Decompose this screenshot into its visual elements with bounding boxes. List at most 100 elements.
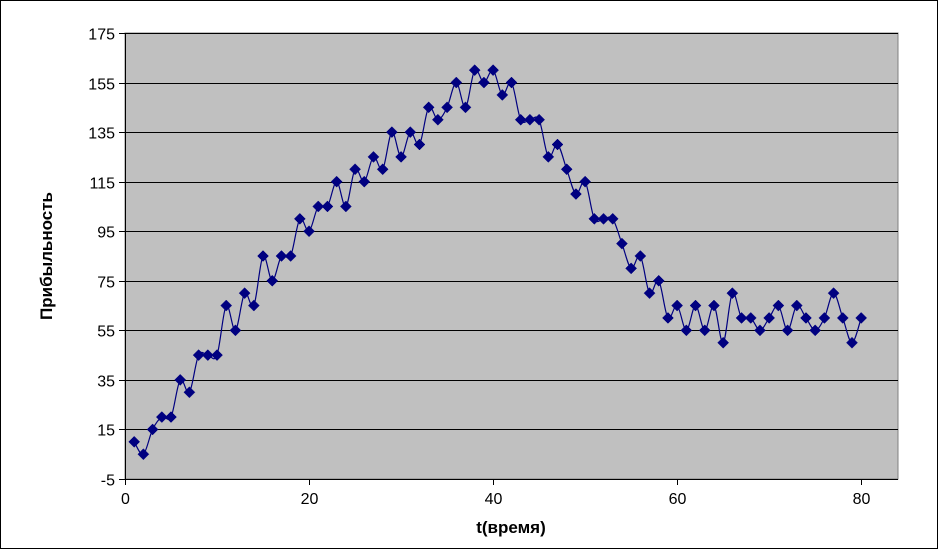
data-point-16	[266, 274, 279, 287]
data-point-68	[744, 312, 757, 324]
x-axis-title: t(время)	[476, 518, 546, 537]
data-point-51	[588, 212, 601, 225]
series-layer	[128, 64, 868, 461]
data-point-60	[671, 299, 683, 312]
data-point-30	[395, 151, 407, 163]
data-point-26	[358, 175, 371, 188]
data-point-12	[229, 324, 242, 337]
data-point-70	[763, 312, 776, 324]
data-point-22	[321, 200, 334, 213]
data-point-32	[413, 138, 426, 151]
data-point-69	[754, 324, 766, 337]
data-point-28	[376, 163, 389, 176]
data-point-11	[220, 299, 233, 312]
data-point-49	[570, 188, 582, 200]
data-point-25	[349, 163, 361, 176]
data-point-71	[772, 299, 785, 312]
data-point-80	[855, 312, 868, 324]
data-point-6	[174, 374, 187, 386]
data-point-29	[386, 126, 398, 138]
y-tick-label-4: 75	[97, 275, 115, 292]
data-point-73	[790, 299, 803, 312]
data-point-36	[450, 76, 463, 89]
data-point-1	[128, 435, 141, 448]
data-point-39	[478, 76, 490, 89]
data-point-53	[606, 212, 619, 225]
x-tick-label-4: 80	[853, 491, 871, 508]
plot-area	[124, 32, 899, 480]
data-point-44	[524, 113, 536, 126]
data-point-65	[717, 336, 730, 349]
data-point-78	[836, 312, 849, 324]
data-point-15	[257, 250, 269, 262]
data-point-35	[441, 101, 453, 114]
data-point-24	[340, 200, 352, 213]
y-tick-label-7: 135	[88, 126, 115, 143]
y-tick-label-0: -5	[101, 473, 115, 490]
y-tick-label-3: 55	[97, 324, 115, 341]
data-point-19	[293, 212, 306, 225]
data-point-52	[597, 212, 610, 225]
data-point-56	[634, 250, 647, 262]
data-point-14	[247, 299, 260, 312]
data-point-8	[192, 349, 205, 361]
data-point-13	[238, 287, 251, 300]
data-point-2	[137, 448, 150, 461]
data-point-61	[680, 324, 693, 337]
data-point-42	[505, 76, 518, 89]
data-point-3	[146, 423, 159, 436]
data-point-7	[183, 386, 196, 399]
data-point-34	[432, 113, 444, 126]
data-point-17	[275, 250, 288, 262]
data-point-48	[560, 163, 573, 176]
data-point-75	[809, 324, 822, 337]
y-tick-label-6: 115	[89, 176, 115, 193]
data-point-31	[404, 126, 417, 138]
data-point-47	[551, 138, 564, 151]
data-point-72	[781, 324, 794, 337]
data-point-4	[155, 411, 168, 423]
y-tick-label-5: 95	[97, 225, 115, 242]
data-point-33	[422, 101, 435, 114]
data-point-9	[201, 349, 214, 361]
data-point-41	[496, 89, 509, 101]
data-point-76	[818, 312, 831, 324]
data-point-20	[303, 225, 315, 238]
data-point-57	[643, 287, 656, 300]
y-axis-title: Прибыльность	[37, 192, 56, 320]
data-point-59	[662, 312, 674, 324]
data-point-58	[652, 274, 665, 287]
data-point-5	[165, 411, 177, 423]
data-point-46	[542, 151, 555, 163]
data-point-21	[312, 200, 325, 213]
data-point-45	[533, 113, 545, 126]
y-tick-label-9: 175	[88, 27, 115, 44]
x-tick-label-1: 20	[301, 491, 319, 508]
data-point-74	[800, 312, 812, 324]
gridlines	[125, 33, 898, 430]
data-point-62	[689, 299, 702, 312]
y-tick-label-1: 15	[97, 423, 115, 440]
data-point-10	[211, 349, 223, 361]
data-point-64	[708, 299, 720, 312]
y-tick-label-8: 155	[88, 77, 115, 94]
data-point-79	[846, 336, 858, 349]
axes: -5 15 35 55 75 95 115 135 155 175 0 20 40 60 80	[88, 27, 898, 508]
x-tick-label-3: 60	[669, 491, 687, 508]
data-point-37	[459, 101, 472, 114]
data-point-50	[579, 175, 591, 188]
x-tick-label-0: 0	[121, 491, 130, 508]
data-point-63	[698, 324, 711, 337]
data-point-40	[487, 64, 499, 77]
y-tick-label-2: 35	[97, 374, 115, 391]
data-point-55	[625, 262, 637, 275]
data-point-54	[616, 237, 628, 250]
data-point-23	[330, 175, 343, 188]
data-point-66	[726, 287, 739, 300]
data-point-27	[367, 151, 380, 163]
data-point-18	[284, 250, 297, 262]
data-point-38	[468, 64, 481, 77]
data-point-43	[514, 113, 527, 126]
